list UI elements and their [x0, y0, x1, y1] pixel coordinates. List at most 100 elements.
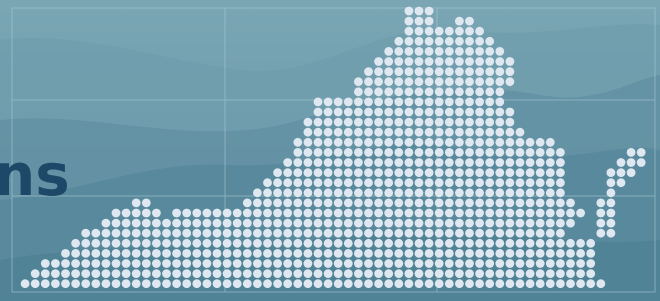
map-dot: [344, 128, 353, 137]
map-dot: [455, 57, 464, 66]
map-dot: [425, 17, 434, 26]
map-dot: [516, 249, 525, 258]
map-dot: [354, 269, 363, 278]
map-dot: [627, 148, 636, 157]
map-dot: [243, 229, 252, 238]
map-dot: [243, 239, 252, 248]
map-dot: [475, 108, 484, 117]
map-dot: [425, 148, 434, 157]
map-dot: [364, 178, 373, 187]
map-dot: [495, 87, 504, 96]
map-dot: [172, 269, 181, 278]
map-dot: [455, 269, 464, 278]
map-dot: [455, 209, 464, 218]
map-dot: [495, 229, 504, 238]
map-dot: [384, 118, 393, 127]
map-dot: [526, 148, 535, 157]
map-dot: [536, 269, 545, 278]
map-dot: [485, 37, 494, 46]
map-dot: [516, 128, 525, 137]
map-dot: [506, 108, 515, 117]
map-dot: [192, 249, 201, 258]
map-dot: [223, 209, 232, 218]
map-dot: [71, 259, 80, 268]
map-dot: [526, 138, 535, 147]
map-dot: [293, 148, 302, 157]
map-dot: [435, 199, 444, 208]
map-dot: [354, 168, 363, 177]
map-dot: [506, 209, 515, 218]
map-dot: [495, 148, 504, 157]
map-dot: [263, 188, 272, 197]
map-dot: [172, 279, 181, 288]
map-dot: [465, 77, 474, 86]
map-dot: [475, 128, 484, 137]
map-dot: [465, 57, 474, 66]
map-dot: [253, 229, 262, 238]
map-dot: [506, 188, 515, 197]
map-dot: [354, 128, 363, 137]
map-dot: [455, 239, 464, 248]
map-dot: [405, 269, 414, 278]
map-dot: [455, 128, 464, 137]
map-dot: [425, 87, 434, 96]
map-dot: [304, 148, 313, 157]
map-dot: [263, 259, 272, 268]
map-dot: [344, 269, 353, 278]
map-dot: [465, 168, 474, 177]
map-dot: [526, 199, 535, 208]
map-dot: [405, 148, 414, 157]
map-dot: [415, 98, 424, 107]
map-dot: [405, 138, 414, 147]
map-dot: [405, 87, 414, 96]
map-dot: [182, 259, 191, 268]
map-dot: [273, 199, 282, 208]
map-dot: [192, 279, 201, 288]
map-dot: [425, 168, 434, 177]
map-dot: [445, 57, 454, 66]
map-dot: [455, 67, 464, 76]
map-dot: [465, 249, 474, 258]
map-dot: [253, 269, 262, 278]
map-dot: [485, 128, 494, 137]
map-dot: [293, 168, 302, 177]
map-dot: [425, 47, 434, 56]
map-dot: [364, 279, 373, 288]
map-dot: [192, 239, 201, 248]
map-dot: [354, 148, 363, 157]
map-dot: [455, 37, 464, 46]
map-dot: [475, 87, 484, 96]
map-dot: [384, 219, 393, 228]
map-dot: [334, 188, 343, 197]
map-dot: [576, 249, 585, 258]
map-dot: [394, 158, 403, 167]
map-dot: [485, 108, 494, 117]
map-dot: [394, 279, 403, 288]
map-dot: [556, 219, 565, 228]
map-dot: [273, 188, 282, 197]
page: {"heading_fragment": "ns"} ns (() => { c…: [0, 0, 660, 301]
map-dot: [374, 98, 383, 107]
map-dot: [415, 188, 424, 197]
map-dot: [415, 239, 424, 248]
map-dot: [374, 178, 383, 187]
map-dot: [314, 178, 323, 187]
map-dot: [405, 188, 414, 197]
map-dot: [425, 188, 434, 197]
map-dot: [405, 57, 414, 66]
map-dot: [435, 37, 444, 46]
map-dot: [455, 47, 464, 56]
map-dot: [293, 239, 302, 248]
map-dot: [546, 148, 555, 157]
map-dot: [243, 219, 252, 228]
map-dot: [637, 148, 646, 157]
map-dot: [273, 239, 282, 248]
map-dot: [112, 229, 121, 238]
map-dot: [263, 229, 272, 238]
map-dot: [445, 239, 454, 248]
map-dot: [314, 199, 323, 208]
map-dot: [314, 188, 323, 197]
map-dot: [425, 209, 434, 218]
map-dot: [344, 98, 353, 107]
map-dot: [384, 269, 393, 278]
